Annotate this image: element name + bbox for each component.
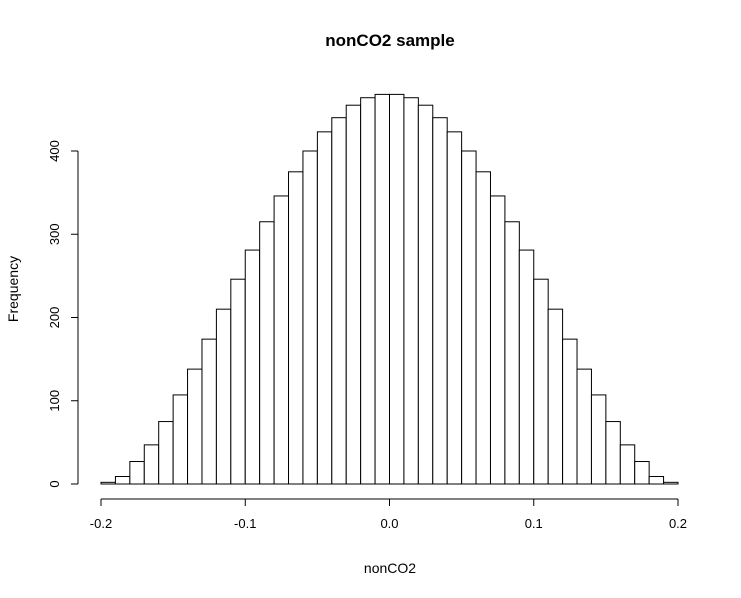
histogram-bar [374, 93, 391, 485]
y-axis: 0 100 200 300 400 [47, 140, 79, 488]
y-tick-label: 200 [47, 307, 62, 329]
histogram-bar [201, 338, 217, 485]
histogram-bar [158, 421, 174, 485]
histogram-bar [273, 195, 290, 485]
chart-title: nonCO2 sample [325, 31, 454, 50]
histogram-bar [533, 278, 549, 485]
histogram-bar [230, 278, 246, 485]
histogram-bar [504, 221, 520, 485]
histogram-bar [663, 481, 679, 485]
histogram-bar [547, 308, 564, 485]
histogram-bar [461, 150, 477, 485]
histogram-bar [302, 150, 318, 485]
y-tick-label: 400 [47, 140, 62, 162]
histogram-bar [316, 131, 333, 485]
histogram-bar [446, 131, 463, 485]
histogram-bar [562, 338, 578, 485]
histogram-bar [518, 249, 535, 485]
x-tick-label: -0.1 [234, 516, 256, 531]
x-axis: -0.2 -0.1 0.0 0.1 0.2 [90, 498, 687, 531]
histogram-bar [172, 394, 189, 485]
histogram-bar [389, 93, 405, 485]
y-tick-label: 300 [47, 223, 62, 245]
histogram-bar [187, 368, 203, 485]
histogram-bar [590, 394, 607, 485]
histogram-bar [143, 444, 160, 485]
x-tick-label: 0.1 [525, 516, 543, 531]
histogram-bar [634, 461, 650, 485]
histogram-bar [259, 221, 275, 485]
x-tick-label: -0.2 [90, 516, 112, 531]
histogram-bar [244, 249, 261, 485]
histogram-bar [475, 171, 491, 485]
histogram-bar [114, 476, 131, 485]
histogram-bar [576, 368, 592, 485]
histogram-bar [345, 104, 362, 485]
histogram-bar [432, 117, 448, 485]
y-axis-label: Frequency [5, 256, 21, 322]
x-axis-label: nonCO2 [364, 560, 416, 576]
histogram-bar [360, 97, 376, 485]
histogram-bar [129, 461, 145, 485]
histogram-bar [648, 476, 665, 485]
histogram-bar [489, 195, 506, 485]
histogram-bar [331, 117, 347, 485]
histogram-bar [215, 308, 232, 485]
bars-group [100, 93, 679, 485]
x-tick-label: 0.2 [669, 516, 687, 531]
histogram-bar [403, 97, 419, 485]
histogram-bar [605, 421, 621, 485]
histogram-bar [288, 171, 304, 485]
histogram-bar [100, 481, 116, 485]
x-tick-label: 0.0 [380, 516, 398, 531]
histogram-bar [619, 444, 636, 485]
y-tick-label: 100 [47, 390, 62, 412]
histogram-bar [417, 104, 434, 485]
y-tick-label: 0 [47, 480, 62, 487]
